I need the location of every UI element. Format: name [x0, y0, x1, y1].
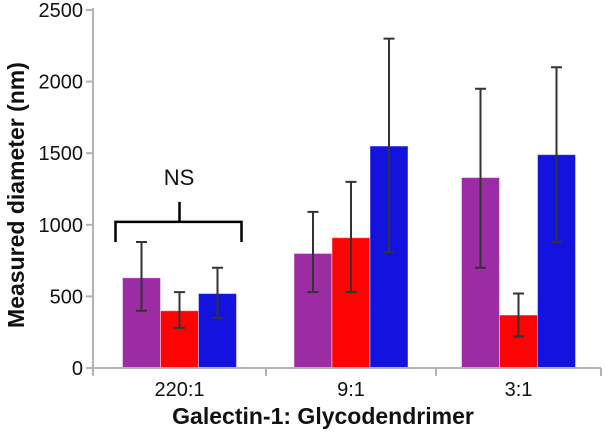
error-bar-purple-series-220:1 [136, 240, 147, 312]
error-bar-blue-series-220:1 [212, 266, 223, 319]
error-bar-blue-series-9:1 [383, 37, 395, 254]
error-bar-red-series-9:1 [345, 180, 357, 294]
y-tick-label-500: 500 [50, 286, 83, 308]
y-tick-label-2000: 2000 [39, 72, 84, 94]
y-tick-label-1000: 1000 [39, 215, 84, 237]
y-tick-label-0: 0 [72, 358, 83, 380]
error-bar-blue-series-3:1 [551, 66, 562, 243]
ns-bracket [114, 201, 243, 242]
error-bar-purple-series-9:1 [307, 210, 319, 294]
error-bar-purple-series-3:1 [475, 87, 486, 269]
y-axis-title: Measured diameter (nm) [3, 62, 29, 328]
y-tick-label-2500: 2500 [39, 0, 84, 22]
x-axis-title: Galectin-1: Glycodendrimer [172, 403, 474, 429]
x-category-label-220:1: 220:1 [154, 379, 204, 401]
error-bar-red-series-3:1 [513, 292, 524, 338]
ns-annotation-label: NS [163, 165, 195, 190]
x-category-label-3:1: 3:1 [505, 379, 533, 401]
y-tick-label-1500: 1500 [39, 143, 84, 165]
x-category-label-9:1: 9:1 [337, 379, 365, 401]
error-bar-red-series-220:1 [174, 291, 185, 329]
